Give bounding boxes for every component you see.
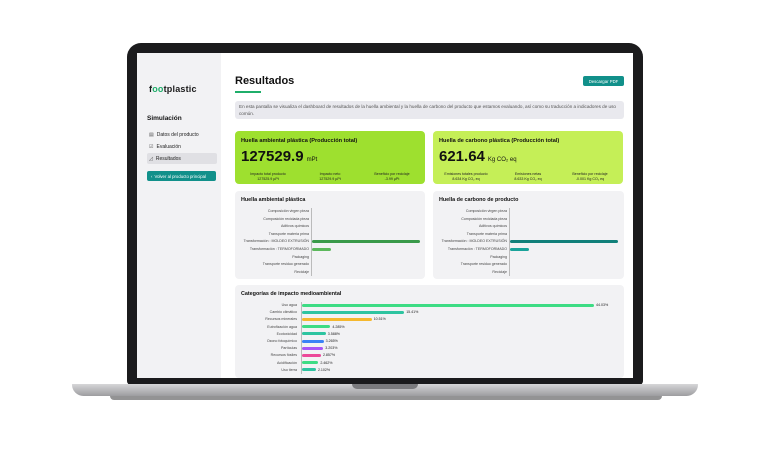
bar — [510, 247, 530, 251]
bar-label: Recursos fósiles — [270, 353, 297, 358]
chart-axis — [311, 208, 312, 277]
kpi-stat: Beneficio por reciclaje -0.001 Kg CO₂ eq — [572, 172, 608, 181]
sidebar-item-datos-producto[interactable]: ▤ Datos del producto — [147, 129, 217, 140]
sidebar-item-label: Evaluación — [156, 143, 181, 150]
bar-value-label: 2.102% — [317, 367, 331, 372]
arrow-left-icon: ‹ — [151, 173, 153, 179]
sidebar: footplastic Simulación ▤ Datos del produ… — [137, 53, 221, 378]
kpi-stat: Impacto neto 127529.9 µPt — [319, 172, 341, 181]
bar — [302, 332, 326, 336]
bar-label: Transformación : MOLDEO EXTRUSIÓN — [243, 239, 309, 244]
kpi-value: 127529.9 mPt — [241, 148, 318, 165]
bar-value-label: 10.51% — [373, 317, 386, 322]
bar — [302, 317, 372, 321]
kpi-unit: Kg CO₂ eq — [487, 157, 517, 163]
sidebar-item-resultados[interactable]: ◿ Resultados — [147, 153, 217, 164]
bar — [302, 339, 324, 343]
bar-value-label: 3.265% — [325, 339, 338, 343]
bar-label: Uso tierra — [281, 367, 297, 372]
bar-label: Aditivos químicos — [479, 224, 507, 229]
chart-axis — [509, 208, 510, 277]
bar-label: Transformación : MOLDEO EXTRUSIÓN — [441, 239, 507, 244]
chart-title: Huella de carbono de producto — [439, 197, 519, 203]
bar-label: Reciclaje — [492, 269, 507, 274]
sidebar-item-evaluacion[interactable]: ☑ Evaluación — [147, 141, 217, 152]
bar — [312, 239, 420, 243]
kpi-stat: Emisiones netas 8.633 Kg CO₂ eq — [514, 172, 542, 181]
bar — [302, 361, 319, 365]
bar-label: Transformación : TERMOFORMADO — [249, 247, 309, 251]
bar-label: Ecotoxicidad — [276, 331, 297, 336]
kpi-stat: Beneficio por reciclaje -3.99 µPt — [374, 172, 410, 181]
kpi-value: 621.64 Kg CO₂ eq — [439, 148, 517, 165]
chart-icon: ◿ — [149, 155, 153, 162]
main-content: Resultados Descargar PDF En esta pantall… — [221, 53, 633, 378]
bar-value-label: 44.03% — [596, 303, 609, 307]
bar-label: Recursos minerales — [265, 317, 297, 322]
chart-impact-categories: Categorías de impacto medioambiental Uso… — [235, 285, 624, 378]
sidebar-section-title: Simulación — [147, 115, 182, 122]
bar — [302, 353, 321, 357]
chart-title: Categorías de impacto medioambiental — [241, 291, 342, 297]
bar-label: Transporte materia prima — [466, 231, 507, 236]
page-title: Resultados — [235, 75, 295, 87]
bar-label: Packaging — [292, 254, 309, 259]
sidebar-item-label: Datos del producto — [156, 131, 199, 138]
bar-label: Cambio climático — [269, 310, 297, 315]
bar-label: Packaging — [490, 254, 507, 259]
bar-value-label: 2.462% — [320, 360, 333, 365]
laptop-base — [72, 384, 698, 396]
bar-label: Composición virgen pieza — [465, 209, 507, 213]
bar-label: Reciclaje — [294, 269, 309, 274]
check-square-icon: ☑ — [149, 143, 154, 150]
bar — [302, 368, 316, 372]
bar — [302, 310, 405, 314]
bar-label: Partículas — [281, 346, 297, 351]
bar-label: Acidificación — [277, 360, 297, 365]
kpi-title: Huella de carbono plástica (Producción t… — [439, 138, 560, 144]
bar-label: Composición reciclada pieza — [461, 216, 507, 221]
bar — [302, 346, 324, 350]
kpi-stat: Emisiones totales producto 8.634 Kg CO₂ e… — [444, 172, 488, 181]
kpi-card-carbon-footprint: Huella de carbono plástica (Producción t… — [433, 131, 623, 184]
bar-label: Transporte residuo generado — [262, 262, 309, 267]
title-underline — [235, 91, 261, 93]
intro-text: En esta pantalla se visualiza el dashboa… — [235, 101, 624, 119]
bar-value-label: 3.588% — [327, 331, 340, 336]
bar-label: Eutrofización agua — [267, 324, 297, 329]
bar-value-label: 3.203% — [325, 346, 338, 351]
bar-label: Uso agua — [281, 303, 297, 307]
chart-plastic-footprint: Huella ambiental plástica Composición vi… — [235, 191, 425, 279]
laptop-notch — [352, 384, 418, 389]
bar — [510, 239, 618, 243]
bar-label: Composición reciclada pieza — [263, 216, 309, 221]
kpi-card-plastic-footprint: Huella ambiental plástica (Producción to… — [235, 131, 425, 184]
back-to-product-button[interactable]: ‹ Volver al producto principal — [147, 171, 216, 181]
bar — [312, 247, 332, 251]
chart-axis — [301, 302, 302, 374]
bar — [302, 303, 594, 307]
bar — [302, 325, 331, 329]
laptop-shadow — [110, 396, 662, 400]
chart-title: Huella ambiental plástica — [241, 197, 306, 203]
bar-label: Transporte materia prima — [268, 231, 309, 236]
bar-value-label: 2.857% — [322, 353, 336, 358]
download-pdf-button[interactable]: Descargar PDF — [583, 76, 624, 86]
bar-label: Transporte residuo generado — [460, 262, 507, 267]
kpi-unit: mPt — [306, 157, 318, 163]
bar-label: Ozono fotoquímico — [266, 339, 297, 343]
sidebar-item-label: Resultados — [155, 155, 181, 162]
chart-carbon-footprint: Huella de carbono de producto Composició… — [433, 191, 624, 279]
app-logo[interactable]: footplastic — [149, 84, 197, 94]
bar-label: Composición virgen pieza — [267, 209, 309, 213]
laptop-screen: footplastic Simulación ▤ Datos del produ… — [137, 53, 633, 378]
clipboard-icon: ▤ — [149, 131, 154, 138]
kpi-stat: Impacto total producto 127525.9 µPt — [250, 172, 286, 181]
bar-label: Aditivos químicos — [281, 224, 309, 229]
bar-label: Transformación : TERMOFORMADO — [447, 247, 507, 251]
bar-value-label: 4.285% — [332, 324, 345, 329]
bar-value-label: 15.41% — [406, 310, 419, 315]
kpi-title: Huella ambiental plástica (Producción to… — [241, 138, 358, 144]
